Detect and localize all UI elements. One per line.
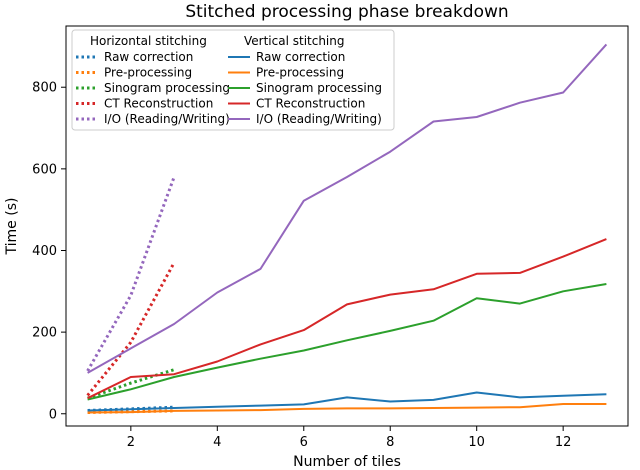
x-tick-label: 10 [468,435,485,450]
x-axis: 2 4 6 8 10 12 [127,426,572,450]
x-tick-label: 6 [300,435,308,450]
series-line-horizontal-i-o-reading-writing [86,176,176,372]
y-tick-label: 800 [32,81,57,96]
x-axis-label: Number of tiles [293,454,401,470]
x-tick-label: 12 [555,435,572,450]
series-line-horizontal-sinogram-processing [87,368,175,400]
legend-label: I/O (Reading/Writing) [256,112,382,126]
x-tick-label: 8 [386,435,394,450]
chart-title: Stitched processing phase breakdown [185,2,508,22]
series-lines [86,43,608,414]
series-line-vertical-raw-correction [87,391,607,412]
legend-label: I/O (Reading/Writing) [104,112,230,126]
y-tick-label: 400 [32,244,57,259]
series-line-vertical-ct-reconstruction [87,238,607,400]
legend: Horizontal stitching Vertical stitching … [71,29,395,131]
plot-area-frame [65,25,629,427]
legend-box [71,29,395,131]
legend-label: Pre-processing [256,66,344,80]
series-line-vertical-pre-processing [87,403,607,414]
y-tick-label: 200 [32,326,57,341]
series-line-vertical-sinogram-processing [87,283,607,401]
legend-label: Sinogram processing [256,81,382,95]
series-line-horizontal-ct-reconstruction [86,261,176,397]
legend-label: Raw correction [104,50,193,64]
y-tick-label: 0 [49,407,57,422]
legend-group-title-horizontal: Horizontal stitching [90,34,207,48]
series-line-vertical-i-o-reading-writing [87,43,608,374]
y-axis: 0 200 400 600 800 [32,81,66,422]
legend-label: Pre-processing [104,66,192,80]
y-axis-label: Time (s) [4,198,20,256]
y-tick-label: 600 [32,162,57,177]
legend-label: Raw correction [256,50,345,64]
x-tick-label: 2 [127,435,135,450]
x-tick-label: 4 [213,435,221,450]
legend-label: CT Reconstruction [256,97,365,111]
legend-label: Sinogram processing [104,81,230,95]
legend-group-title-vertical: Vertical stitching [244,34,345,48]
legend-label: CT Reconstruction [104,97,213,111]
